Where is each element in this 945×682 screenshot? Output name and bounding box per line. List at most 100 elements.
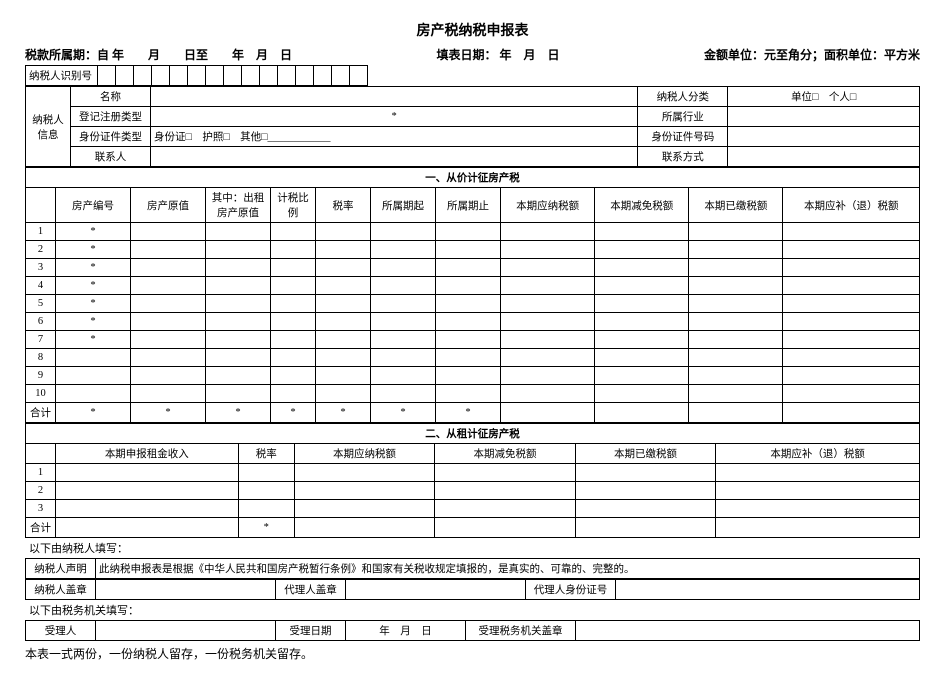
table-cell xyxy=(436,241,501,259)
info-regtype-label: 登记注册类型 xyxy=(71,107,151,127)
table-cell xyxy=(501,295,595,313)
table-cell xyxy=(436,259,501,277)
section2-total-row: 合计 * xyxy=(26,518,920,538)
filled-by-auth-label: 以下由税务机关填写： xyxy=(25,600,920,620)
id-table: 纳税人识别号 xyxy=(25,65,920,86)
table-cell xyxy=(436,349,501,367)
table-cell xyxy=(595,367,689,385)
table-cell xyxy=(206,385,271,403)
auth-seal-value xyxy=(576,621,920,641)
s1-total-cell: * xyxy=(131,403,206,423)
table-cell xyxy=(689,385,783,403)
s1-total-cell xyxy=(783,403,920,423)
col-payable: 本期应纳税额 xyxy=(501,188,595,223)
table-cell xyxy=(316,295,371,313)
table-cell: * xyxy=(56,331,131,349)
s2-col-diff: 本期应补（退）税额 xyxy=(716,444,920,464)
table-cell xyxy=(436,331,501,349)
table-cell: 10 xyxy=(26,385,56,403)
id-cell xyxy=(224,66,242,86)
table-cell xyxy=(371,349,436,367)
table-cell xyxy=(501,241,595,259)
col-paid: 本期已缴税额 xyxy=(689,188,783,223)
table-row: 1 xyxy=(26,464,920,482)
col-property-id: 房产编号 xyxy=(56,188,131,223)
table-cell xyxy=(131,367,206,385)
table-cell xyxy=(595,331,689,349)
section1-total-row: 合计 * * * * * * * xyxy=(26,403,920,423)
s2-total-cell xyxy=(294,518,434,538)
s1-total-cell: * xyxy=(371,403,436,423)
sign-table: 纳税人盖章 代理人盖章 代理人身份证号 xyxy=(25,579,920,600)
col-rent-orig: 其中：出租房产原值 xyxy=(206,188,271,223)
table-cell xyxy=(56,464,239,482)
id-cell xyxy=(116,66,134,86)
table-cell xyxy=(131,241,206,259)
table-cell: * xyxy=(56,223,131,241)
table-cell: 2 xyxy=(26,241,56,259)
table-cell xyxy=(689,259,783,277)
table-cell xyxy=(783,223,920,241)
table-cell xyxy=(595,223,689,241)
info-category-value: 单位□ 个人□ xyxy=(728,87,920,107)
table-cell xyxy=(435,482,575,500)
table-cell xyxy=(131,295,206,313)
s2-col-payable: 本期应纳税额 xyxy=(294,444,434,464)
table-cell: 4 xyxy=(26,277,56,295)
unit-label: 金额单位：元至角分；面积单位：平方米 xyxy=(704,46,920,63)
table-cell xyxy=(131,223,206,241)
table-cell xyxy=(131,259,206,277)
table-cell xyxy=(316,223,371,241)
table-cell xyxy=(56,482,239,500)
table-row: 6* xyxy=(26,313,920,331)
section1-header: 一、从价计征房产税 xyxy=(26,168,920,188)
filled-by-taxpayer-label: 以下由纳税人填写： xyxy=(25,538,920,558)
table-cell xyxy=(783,259,920,277)
table-cell xyxy=(436,295,501,313)
declaration-table: 纳税人声明 此纳税申报表是根据《中华人民共和国房产税暂行条例》和国家有关税收规定… xyxy=(25,558,920,579)
agent-id-label: 代理人身份证号 xyxy=(526,580,616,600)
table-cell xyxy=(271,331,316,349)
info-regtype-value: * xyxy=(151,107,638,127)
table-cell xyxy=(316,241,371,259)
table-cell xyxy=(575,464,715,482)
table-cell xyxy=(316,331,371,349)
table-cell xyxy=(316,259,371,277)
table-cell xyxy=(716,482,920,500)
period-value: 年 月 日至 年 月 日 xyxy=(112,48,292,62)
id-cell xyxy=(188,66,206,86)
s1-total-label: 合计 xyxy=(26,403,56,423)
table-row: 8 xyxy=(26,349,920,367)
table-cell: 1 xyxy=(26,464,56,482)
receive-date-label: 受理日期 xyxy=(276,621,346,641)
table-cell xyxy=(206,259,271,277)
table-cell xyxy=(131,331,206,349)
info-phone-label: 联系方式 xyxy=(638,147,728,167)
table-cell: * xyxy=(56,241,131,259)
taxpayer-seal-value xyxy=(96,580,276,600)
table-cell xyxy=(595,385,689,403)
table-cell xyxy=(206,349,271,367)
form-title: 房产税纳税申报表 xyxy=(25,20,920,40)
table-cell xyxy=(783,277,920,295)
table-cell xyxy=(371,367,436,385)
s1-total-cell xyxy=(595,403,689,423)
table-cell xyxy=(436,223,501,241)
table-cell xyxy=(206,313,271,331)
id-cell xyxy=(278,66,296,86)
table-row: 7* xyxy=(26,331,920,349)
declaration-label: 纳税人声明 xyxy=(26,559,96,579)
table-cell xyxy=(783,331,920,349)
section1-cols: 房产编号 房产原值 其中：出租房产原值 计税比例 税率 所属期起 所属期止 本期… xyxy=(26,188,920,223)
col-period-start: 所属期起 xyxy=(371,188,436,223)
taxpayer-seal-label: 纳税人盖章 xyxy=(26,580,96,600)
col-exempt: 本期减免税额 xyxy=(595,188,689,223)
table-cell xyxy=(238,482,294,500)
footer-note: 本表一式两份，一份纳税人留存，一份税务机关留存。 xyxy=(25,645,920,662)
table-cell xyxy=(316,367,371,385)
s1-total-cell xyxy=(689,403,783,423)
id-label: 纳税人识别号 xyxy=(26,66,98,86)
table-cell xyxy=(294,500,434,518)
table-cell xyxy=(371,313,436,331)
table-cell xyxy=(436,385,501,403)
